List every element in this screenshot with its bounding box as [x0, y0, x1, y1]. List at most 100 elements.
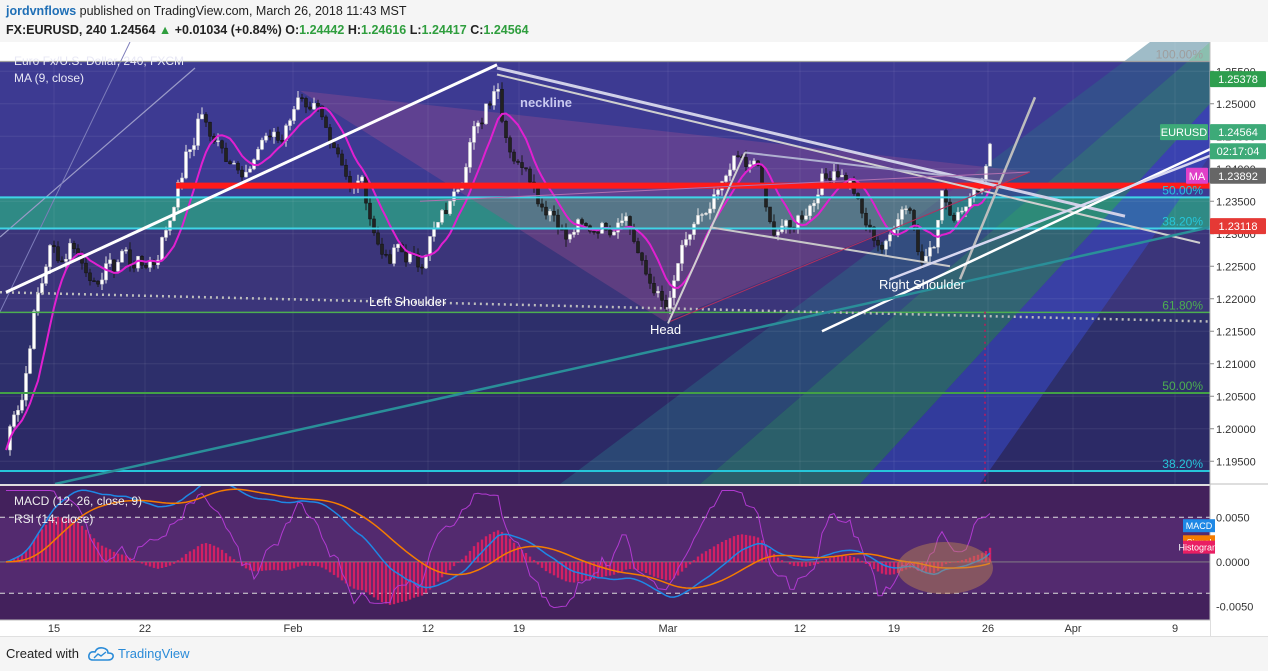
candle-body [936, 219, 940, 248]
histogram-bar [132, 560, 136, 563]
histogram-bar [680, 561, 684, 572]
histogram-bar [672, 561, 676, 579]
candle-body [984, 165, 988, 180]
histogram-bar [400, 561, 404, 602]
candle-body [112, 259, 116, 272]
histogram-bar [444, 561, 448, 574]
head-rise-line [667, 152, 746, 324]
macd-tag [1183, 540, 1215, 554]
macd-tag-label: MACD [1186, 521, 1213, 531]
histogram-bar [32, 539, 36, 563]
price-chart[interactable]: 1.255001.250001.245001.240001.235001.230… [0, 42, 1268, 636]
histogram-bar [524, 552, 528, 563]
candle-body [164, 230, 168, 238]
histogram-bar [784, 561, 788, 563]
tradingview-link[interactable]: TradingView [118, 646, 190, 661]
histogram-bar [140, 561, 144, 564]
histogram-bar [188, 551, 192, 563]
candle-body [192, 145, 196, 150]
candle-body [592, 231, 596, 233]
candle-body [180, 177, 184, 183]
histogram-bar [956, 561, 960, 563]
histogram-bar [108, 549, 112, 563]
candle-body [716, 189, 720, 195]
tradingview-cloud-icon [88, 647, 114, 661]
candle-body [876, 240, 880, 246]
fan-line [0, 67, 196, 238]
candle-body [868, 224, 872, 228]
fib-label: 38.20% [1162, 457, 1203, 471]
histogram-bar [44, 524, 48, 563]
created-with-text: Created with [6, 646, 79, 661]
histogram-bar [820, 560, 824, 563]
histogram-bar [760, 540, 764, 563]
histogram-bar [28, 545, 32, 563]
candle-body [420, 266, 424, 269]
histogram-bar [396, 561, 400, 603]
candle-body [824, 173, 828, 179]
candle-body [668, 297, 672, 309]
histogram-bar [516, 546, 520, 563]
candle-body [644, 260, 648, 275]
histogram-bar [732, 536, 736, 563]
long-uptrend-teal [54, 226, 1210, 484]
histogram-bar [576, 561, 580, 582]
histogram-bar [352, 561, 356, 589]
histogram-bar [496, 530, 500, 563]
histogram-bar [160, 561, 164, 568]
histogram-bar [156, 561, 160, 569]
chart-title: Euro Fx/U.S. Dollar, 240, FXCM [14, 54, 184, 68]
histogram-bar [704, 551, 708, 563]
histogram-bar [876, 561, 880, 572]
candle-body [896, 219, 900, 231]
candle-body [240, 169, 244, 178]
candle-body [688, 234, 692, 240]
histogram-bar [636, 561, 640, 571]
candle-body [384, 254, 388, 256]
histogram-bar [976, 554, 980, 563]
histogram-bar [220, 549, 224, 563]
candle-body [364, 176, 368, 204]
candle-body [12, 414, 16, 427]
histogram-bar [716, 544, 720, 563]
candle-body [256, 149, 260, 160]
candle-body [64, 259, 68, 262]
candle-body [204, 114, 208, 123]
histogram-bar [56, 517, 60, 563]
candle-body [500, 88, 504, 122]
histogram-bar [584, 561, 588, 581]
histogram-bar [920, 561, 924, 573]
candle-body [308, 106, 312, 110]
author-link[interactable]: jordvnflows [6, 4, 77, 18]
candle-body [216, 140, 220, 142]
rsi-band [0, 517, 1210, 594]
candle-body [516, 160, 520, 163]
candle-body [96, 280, 100, 285]
histogram-bar [536, 561, 540, 565]
macd-legend: MACD (12, 26, close, 9) [14, 494, 142, 508]
histogram-bar [608, 561, 612, 576]
candle-body [676, 263, 680, 281]
histogram-bar [916, 561, 920, 571]
candle-body [228, 161, 232, 164]
candle-body [336, 147, 340, 155]
histogram-bar [76, 522, 80, 563]
histogram-bar [392, 561, 396, 605]
histogram-bar [204, 543, 208, 563]
histogram-bar [100, 545, 104, 563]
histogram-bar [216, 547, 220, 563]
candle-body [528, 168, 532, 183]
candle-body [324, 116, 328, 128]
histogram-bar [952, 561, 956, 563]
candle-body [236, 162, 240, 171]
histogram-bar [196, 546, 200, 563]
histogram-bar [972, 555, 976, 563]
candle-body [952, 214, 956, 221]
candle-body [520, 162, 524, 168]
chart-text: Euro Fx/U.S. Dollar, 240, FXCM MA (9, cl… [14, 48, 1203, 527]
candle-body [524, 167, 528, 170]
candle-body [832, 171, 836, 181]
candle-body [608, 229, 612, 236]
macd-pane [0, 486, 1210, 620]
candle-body [604, 223, 608, 231]
